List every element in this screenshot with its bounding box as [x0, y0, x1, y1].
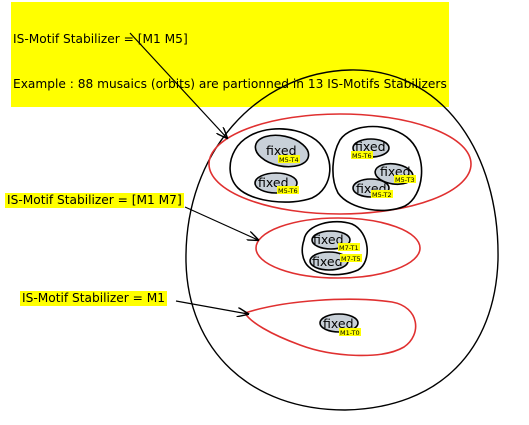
fixed-text-m5t6b: fixed — [355, 139, 386, 154]
tag-m5t3: M5-T3 — [395, 176, 415, 184]
fixed-text-m7t1: fixed — [313, 232, 344, 247]
label-stabilizer-m1m7: IS-Motif Stabilizer = [M1 M7] — [5, 193, 184, 208]
tag-bg-m5t6b — [351, 151, 373, 159]
tag-bg-m5t2 — [371, 190, 393, 198]
ring-m1 — [243, 298, 417, 357]
group-m7 — [301, 220, 368, 276]
tag-m5t6a: M5-T6 — [278, 187, 298, 195]
fixed-text-m7t5: fixed — [312, 254, 343, 269]
tag-m1t0: M1-T0 — [340, 329, 360, 337]
arrow-m1m7 — [184, 206, 258, 240]
header-label: IS-Motif Stabilizer = [M1 M5] Example : … — [11, 2, 449, 107]
header-example: Example : 88 musaics (orbits) are partio… — [13, 77, 447, 91]
group-m5-left — [229, 128, 331, 203]
tag-m7t1: M7-T1 — [339, 244, 359, 252]
label-stabilizer-m1: IS-Motif Stabilizer = M1 — [20, 291, 168, 306]
arrow-m1m5 — [129, 32, 227, 138]
tag-bg-m5t4 — [278, 155, 300, 163]
tag-bg-m1t0 — [339, 328, 361, 336]
tag-m5t2: M5-T2 — [372, 191, 392, 199]
arrow-m1 — [175, 300, 248, 314]
fixed-text-m5t4: fixed — [266, 143, 297, 158]
outer-egg — [185, 69, 499, 411]
group-m5-right — [332, 125, 423, 212]
tag-m5t4: M5-T4 — [279, 156, 299, 164]
tag-bg-m7t5 — [340, 254, 362, 262]
tag-m5t6b: M5-T6 — [352, 152, 372, 160]
header-title: IS-Motif Stabilizer = [M1 M5] — [13, 32, 188, 46]
tag-bg-m5t6a — [277, 186, 299, 194]
tag-bg-m5t3 — [394, 175, 416, 183]
fixed-text-m1t0: fixed — [323, 316, 354, 331]
ring-m1m7 — [255, 217, 421, 279]
ring-m1m5 — [208, 113, 472, 215]
tag-m7t5: M7-T5 — [341, 255, 361, 263]
tag-bg-m7t1 — [338, 243, 360, 251]
